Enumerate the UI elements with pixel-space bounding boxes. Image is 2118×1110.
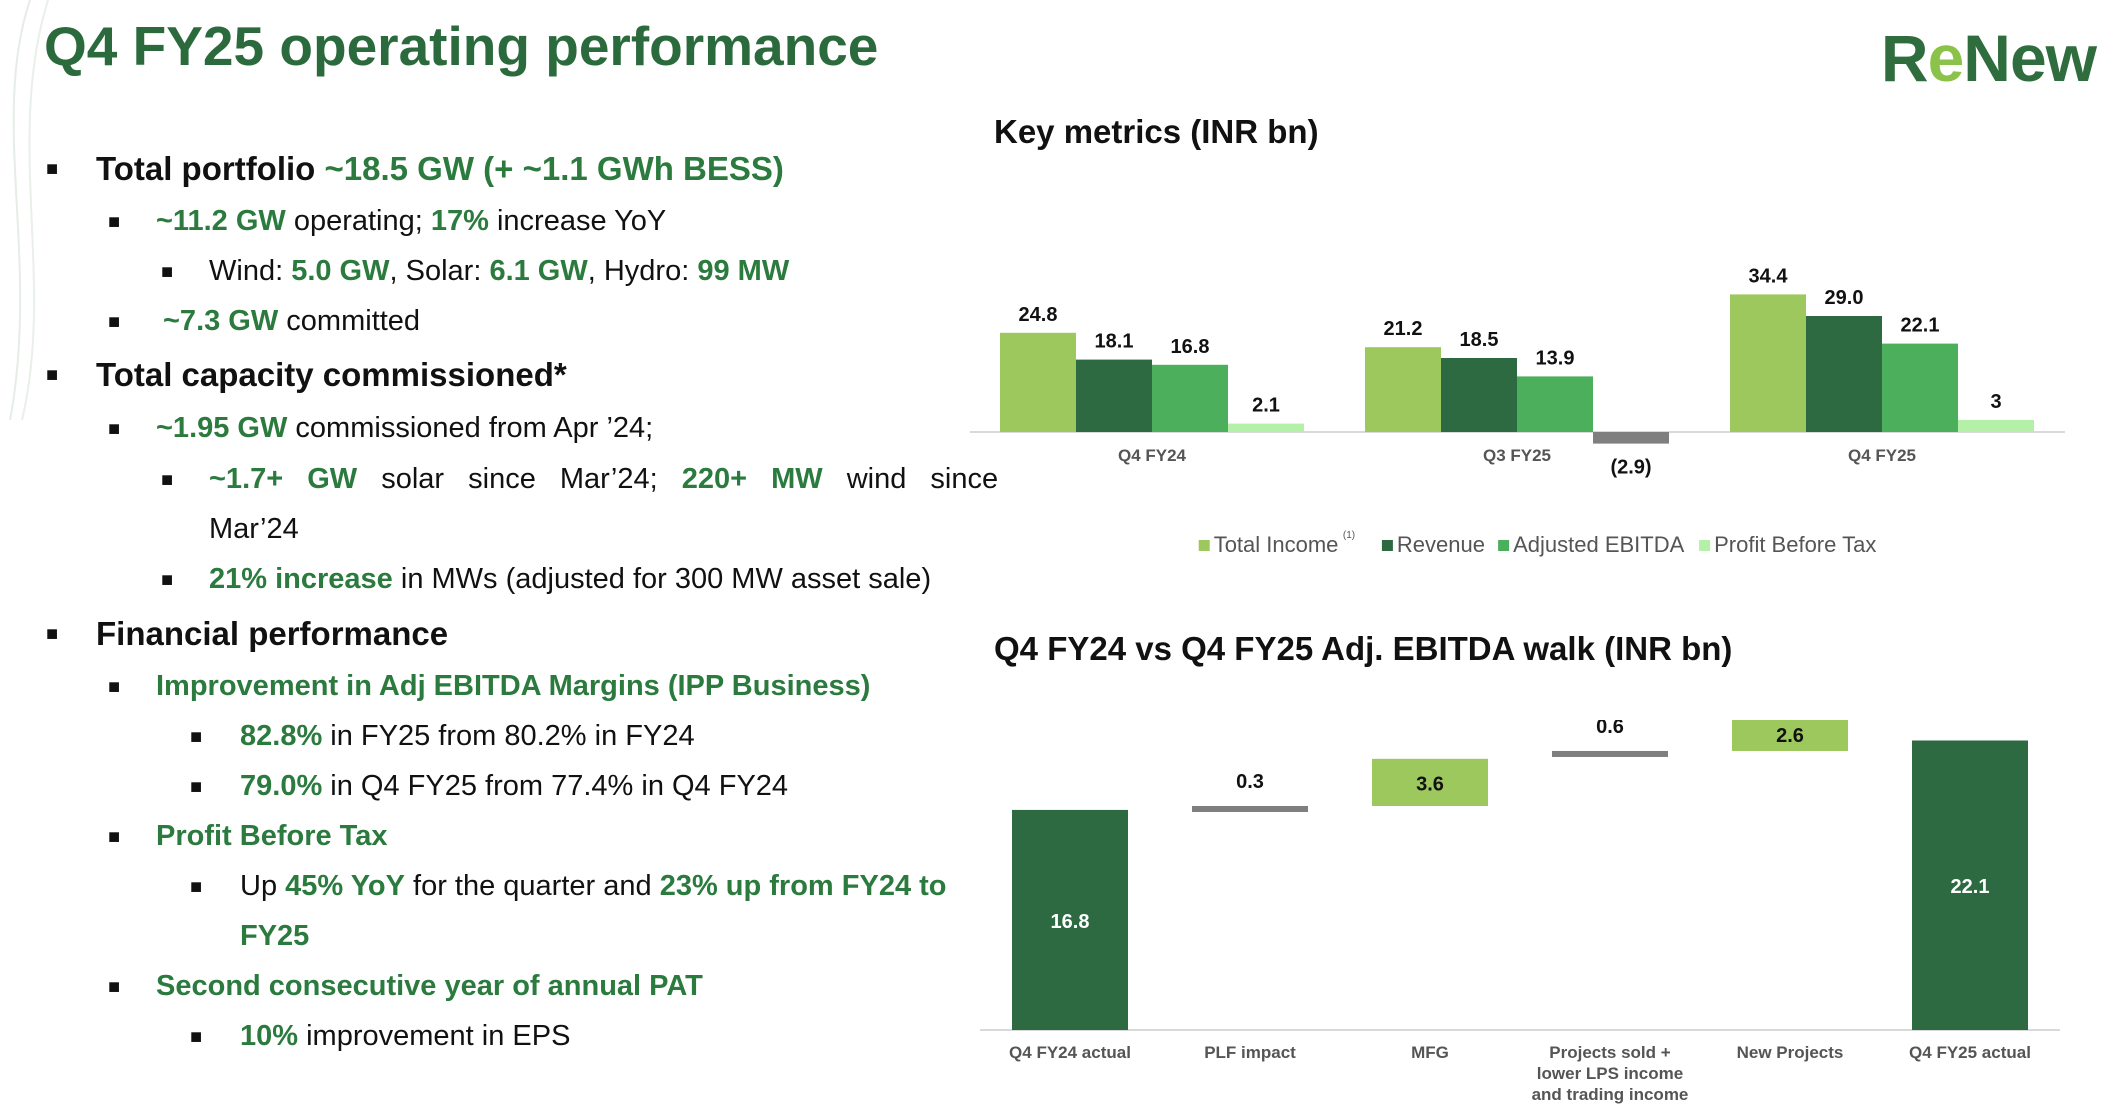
bullet-commissioned-apr24: ■ ~1.95 GW commissioned from Apr ’24; (108, 412, 654, 444)
bar-revenue (1806, 316, 1882, 432)
legend-swatch (1699, 540, 1711, 551)
legend-label: Total Income (1214, 532, 1339, 557)
data-label: 16.8 (1171, 336, 1210, 358)
waterfall-bar (1192, 805, 1308, 812)
legend-label: Revenue (1397, 532, 1485, 557)
bullet-committed: ■ ~7.3 GW committed (108, 305, 421, 337)
data-label: 18.5 (1460, 329, 1499, 351)
x-tick-label: New Projects (1737, 1043, 1844, 1062)
data-label: 29.0 (1825, 287, 1864, 309)
bar-adjusted-ebitda (1152, 364, 1228, 432)
bullet-financial-performance: ■ Financial performance (46, 615, 449, 652)
legend-footnote: (1) (1343, 530, 1355, 541)
waterfall-bar (1552, 750, 1668, 757)
data-label: 0.6 (1596, 720, 1624, 738)
data-label: 22.1 (1901, 315, 1940, 337)
bullet-total-portfolio: ■ Total portfolio ~18.5 GW (+ ~1.1 GWh B… (46, 150, 784, 187)
x-tick-label: Q4 FY25 actual (1909, 1043, 2031, 1062)
ebitda-walk-title: Q4 FY24 vs Q4 FY25 Adj. EBITDA walk (INR… (994, 630, 1733, 667)
x-tick-label: MFG (1411, 1043, 1449, 1062)
bar-adjusted-ebitda (1882, 343, 1958, 432)
bullet-annual-pat: ■ Second consecutive year of annual PAT (108, 970, 703, 1002)
waterfall-bar (1372, 758, 1488, 806)
data-label: 21.2 (1384, 318, 1423, 340)
bullet-eps: ■ 10% improvement in EPS (190, 1020, 571, 1052)
waterfall-bar (1732, 720, 1848, 751)
bar-revenue (1076, 359, 1152, 432)
data-label: 16.8 (1051, 911, 1090, 933)
data-label: 22.1 (1951, 876, 1990, 898)
x-tick-label: Q4 FY24 (1118, 446, 1187, 465)
bar-total-income (1000, 332, 1076, 432)
bullet-list: ■ Total portfolio ~18.5 GW (+ ~1.1 GWh B… (0, 0, 998, 1110)
bar-adjusted-ebitda (1517, 376, 1593, 432)
x-tick-label: Q4 FY25 (1848, 446, 1916, 465)
key-metrics-title: Key metrics (INR bn) (994, 113, 1319, 150)
bullet-capacity-commissioned: ■ Total capacity commissioned* (46, 356, 567, 393)
legend-label: Adjusted EBITDA (1513, 532, 1685, 557)
waterfall-bar (1912, 740, 2028, 1030)
legend-swatch (1498, 540, 1510, 551)
bar-total-income (1730, 294, 1806, 432)
bar-profit-before-tax (1593, 432, 1669, 444)
data-label: 13.9 (1536, 347, 1575, 369)
data-label: 34.4 (1749, 265, 1789, 287)
bullet-operating: ■ ~11.2 GW operating; 17% increase YoY (108, 205, 667, 237)
data-label: 2.6 (1776, 725, 1804, 747)
data-label: 3 (1990, 391, 2001, 413)
key-metrics-chart: 24.8 18.1 16.8 2.1 Q4 FY24 21.2 18.5 13.9 (2.9) Q… (970, 265, 2065, 557)
data-label: 18.1 (1095, 331, 1134, 353)
ebitda-walk-chart: 16.8 Q4 FY24 actual 0.3 PLF impact 3.6 MFG 0.6… (980, 720, 2060, 1104)
data-label: 3.6 (1416, 773, 1444, 795)
data-label: (2.9) (1610, 457, 1651, 479)
x-tick-label: PLF impact (1204, 1043, 1296, 1062)
bullet-solar-wind-since-cont: Mar’24 (209, 513, 299, 545)
legend-label: Profit Before Tax (1714, 532, 1876, 557)
bullet-ebitda-margins: ■ Improvement in Adj EBITDA Margins (IPP… (108, 670, 871, 702)
renew-logo: ReNew (1880, 21, 2097, 95)
bar-profit-before-tax (1228, 423, 1304, 432)
bullet-mw-increase: ■ 21% increase in MWs (adjusted for 300 … (161, 563, 932, 595)
waterfall-bar (1012, 809, 1128, 1030)
bullet-pbt-growth-cont: FY25 (240, 920, 310, 952)
bullet-q4-margin: ■ 79.0% in Q4 FY25 from 77.4% in Q4 FY24 (190, 770, 789, 802)
bullet-pbt-growth: ■ Up 45% YoY for the quarter and 23% up … (190, 870, 947, 902)
bullet-fy25-margin: ■ 82.8% in FY25 from 80.2% in FY24 (190, 720, 695, 752)
bar-profit-before-tax (1958, 420, 2034, 432)
legend-swatch (1381, 540, 1393, 551)
decorative-arc (9, 0, 49, 420)
x-tick-label: Q4 FY24 actual (1009, 1043, 1131, 1062)
x-tick-label: Q3 FY25 (1483, 446, 1551, 465)
legend-swatch (1198, 540, 1210, 551)
bullet-solar-wind-since: ■ ~1.7+ GW solar since Mar’24; 220+ MW w… (161, 463, 999, 495)
page-title: Q4 FY25 operating performance (44, 15, 879, 77)
bullet-wind-solar-hydro: ■ Wind: 5.0 GW, Solar: 6.1 GW, Hydro: 99… (161, 255, 790, 287)
x-tick-label: Projects sold + lower LPS income and tradi… (1532, 1043, 1689, 1104)
bar-revenue (1441, 358, 1517, 432)
bar-total-income (1365, 347, 1441, 432)
bullet-profit-before-tax: ■ Profit Before Tax (108, 820, 388, 852)
data-label: 2.1 (1252, 395, 1280, 417)
data-label: 0.3 (1236, 771, 1264, 793)
data-label: 24.8 (1019, 304, 1058, 326)
